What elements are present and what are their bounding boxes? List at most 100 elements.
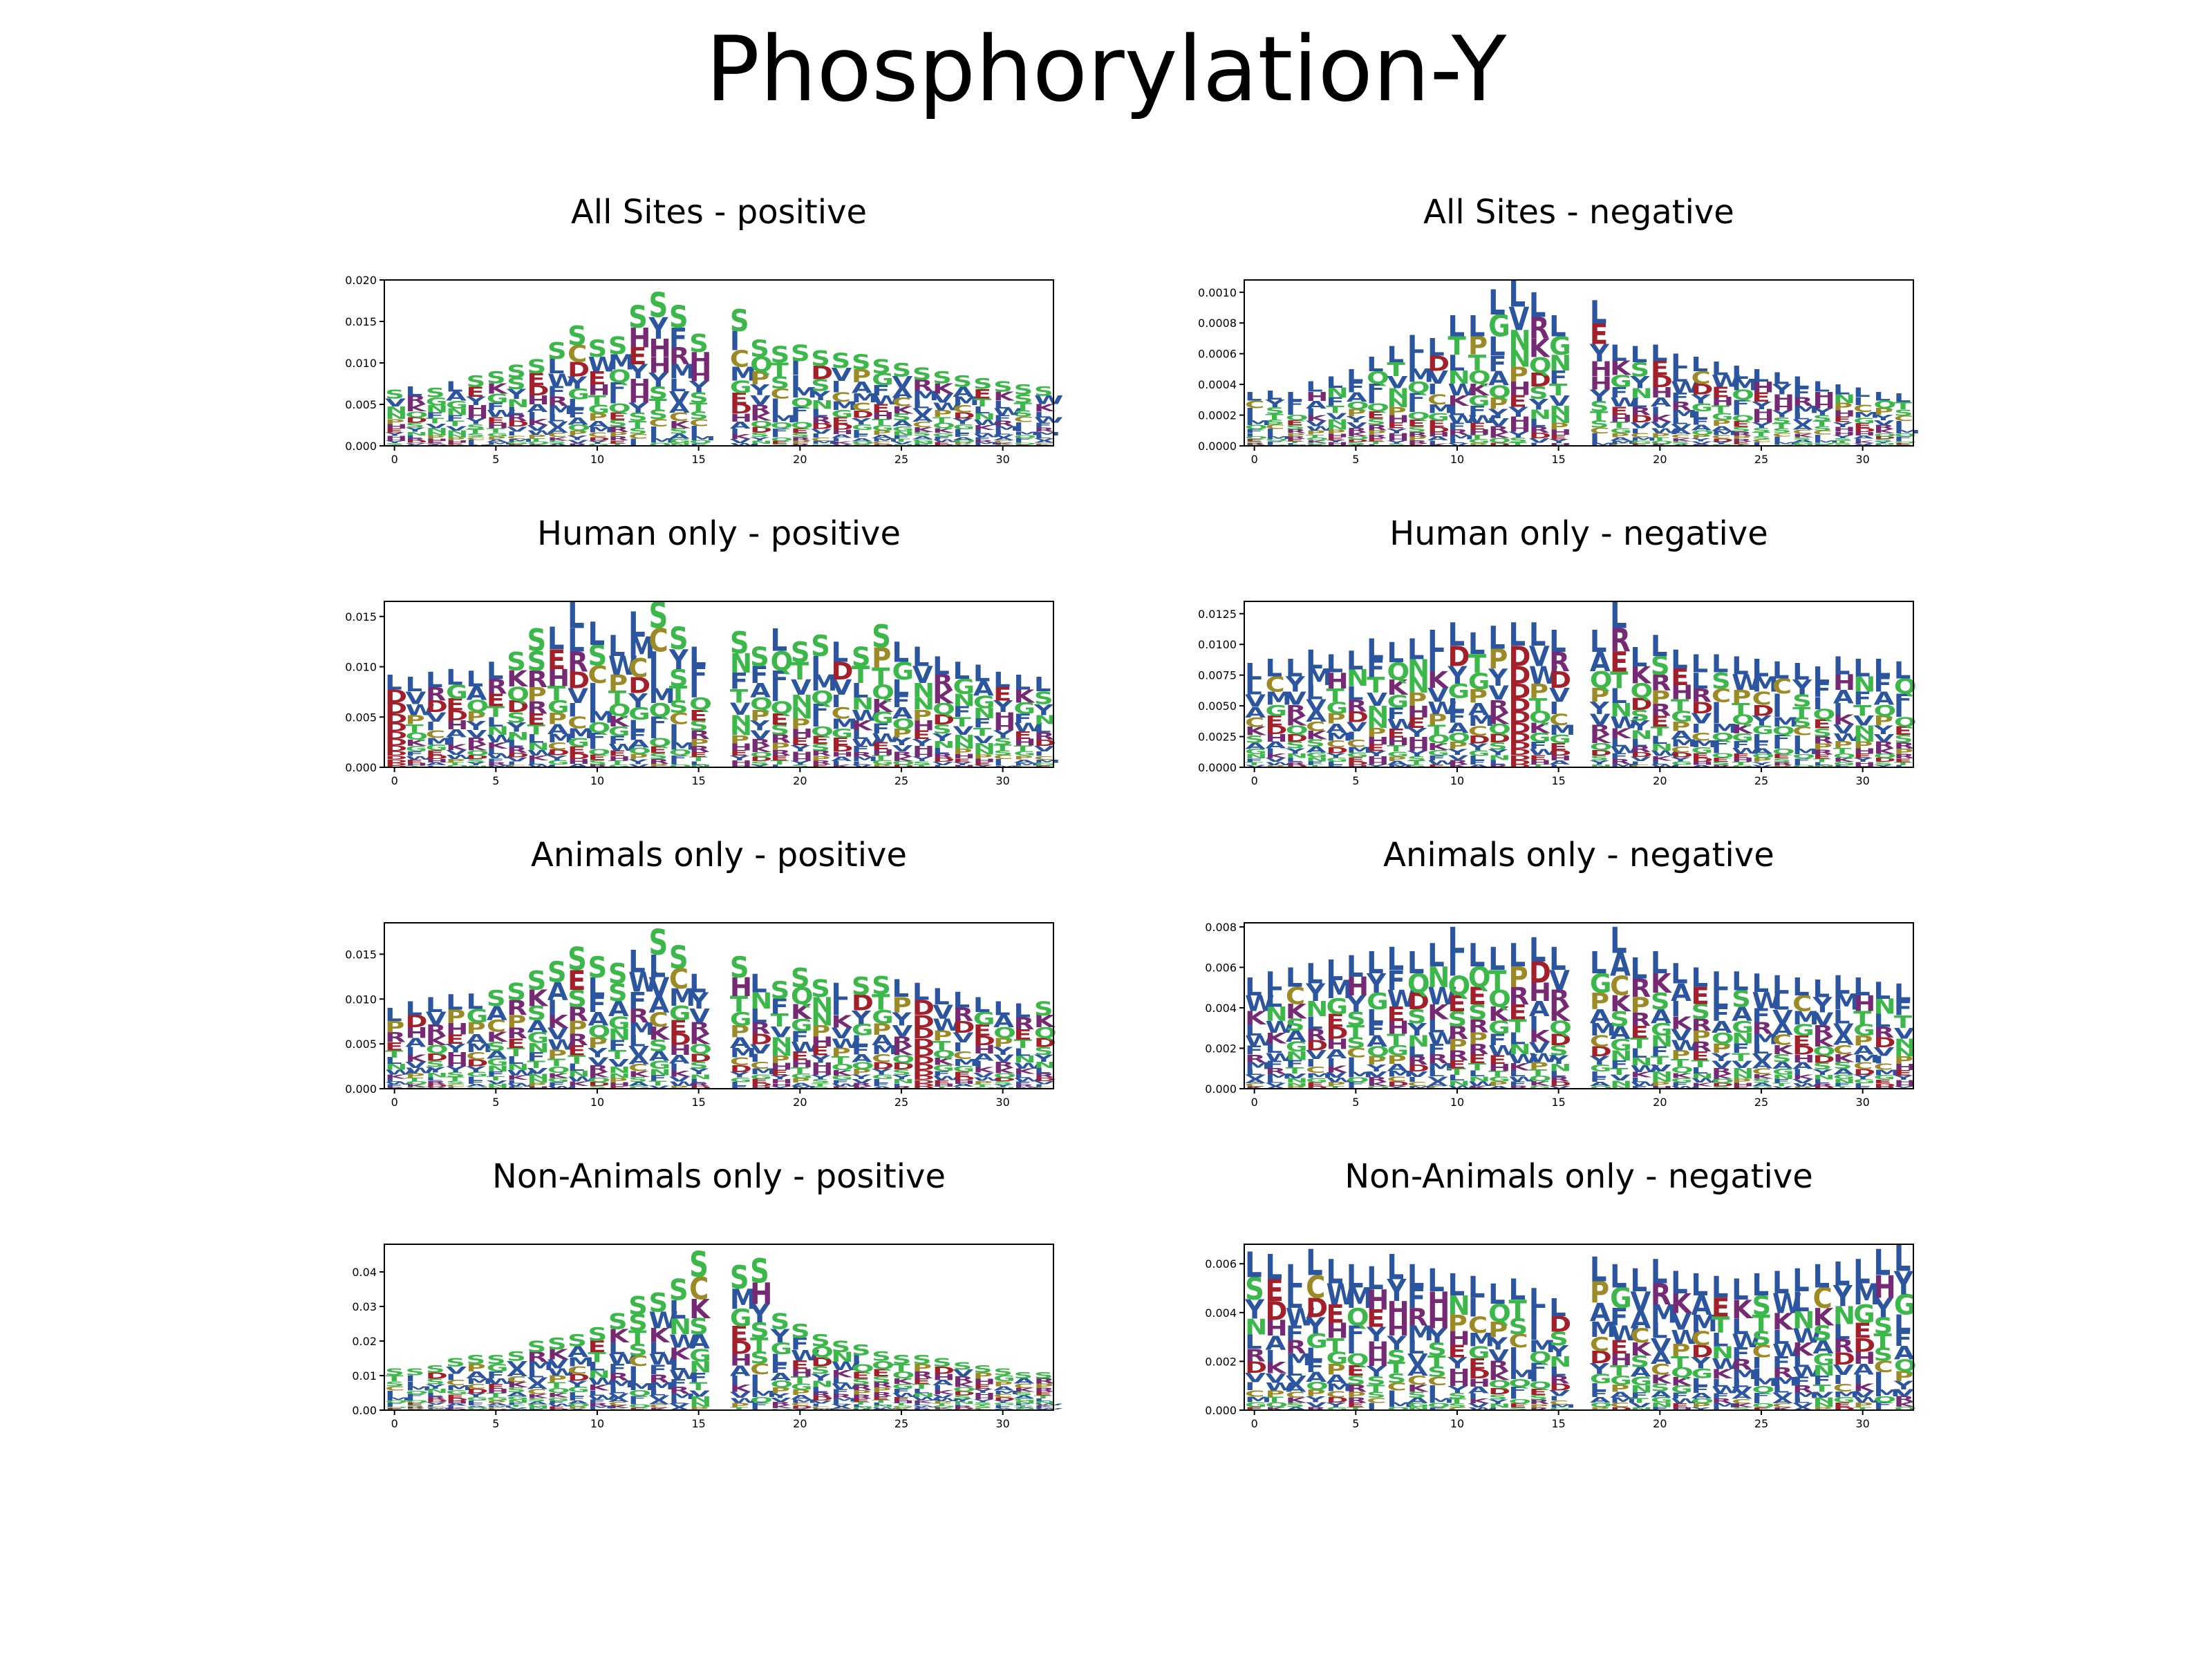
logo-letter: L — [1448, 920, 1465, 962]
logo-letter: L — [1306, 644, 1323, 674]
logo-letter: W — [973, 433, 1003, 438]
x-tick-label: 25 — [1754, 774, 1768, 787]
logo-letter: C — [1245, 399, 1264, 411]
logo-letter: D — [852, 409, 874, 420]
logo-letter: S — [1014, 382, 1033, 397]
logo-letter: L — [993, 429, 1011, 435]
logo-letter: L — [1610, 594, 1627, 637]
y-tick-label: 0.0100 — [1198, 638, 1237, 651]
x-tick-label: 5 — [1352, 774, 1359, 787]
logo-letter: L — [1671, 350, 1688, 374]
logo-letter: S — [750, 642, 769, 673]
logo-letter: C — [892, 395, 912, 409]
logo-letter: S — [750, 1252, 769, 1291]
logo-letter: L — [1448, 310, 1465, 344]
logo-letter: Y — [1264, 397, 1285, 410]
logo-letter: N — [1387, 386, 1409, 402]
logo-letter: R — [1367, 433, 1387, 439]
logo-letter: F — [1448, 421, 1466, 431]
logo-letter: L — [1407, 946, 1425, 981]
y-tick-label: 0.000 — [345, 761, 377, 774]
x-tick-label: 10 — [590, 1096, 604, 1109]
logo-letter: H — [1509, 414, 1531, 427]
logo-letter: F — [1610, 385, 1628, 402]
logo-letter: Q — [689, 439, 712, 444]
x-tick-label: 10 — [1450, 453, 1464, 466]
logo-letter: S — [487, 1353, 506, 1367]
logo-letter: S — [912, 431, 932, 437]
logo-letter: I — [811, 433, 821, 439]
logo-letter: P — [1712, 418, 1731, 428]
logo-letter: Q — [1306, 437, 1329, 441]
logo-letter: Q — [527, 441, 550, 445]
logo-letter: H — [1509, 423, 1531, 434]
logo-letter: G — [932, 431, 955, 438]
logo-letter: E — [932, 442, 950, 445]
logo-letter: Y — [648, 311, 668, 346]
logo-letter: L — [669, 375, 686, 395]
logo-letter: G — [1610, 372, 1632, 392]
logo-letter: W — [527, 429, 557, 436]
logo-letter: W — [1034, 394, 1064, 408]
logo-letter: D — [730, 402, 752, 417]
logo-letter: L — [1327, 374, 1344, 391]
logo-letter: P — [1610, 432, 1629, 439]
y-tick-label: 0.0050 — [1198, 700, 1237, 713]
logo-letter: L — [892, 975, 910, 1003]
logo-letter: L — [1712, 1270, 1729, 1304]
logo-letter: M — [689, 435, 715, 442]
logo-letter: S — [507, 375, 526, 393]
logo-letter: L — [1671, 959, 1688, 991]
logo-letter: V — [1549, 393, 1570, 409]
logo-letter: G — [1468, 393, 1490, 409]
logo-letter: D — [507, 420, 529, 429]
logo-letter: M — [791, 385, 817, 402]
logo-panel: Animals only - negativeKCAVLMRFWLKWLAVLM… — [1205, 836, 1916, 1109]
logo-letter: L — [1651, 1253, 1668, 1291]
logo-letter: D — [406, 416, 428, 424]
logo-letter: Q — [608, 402, 631, 415]
logo-letter: Q — [771, 421, 794, 431]
logo-letter: I — [1590, 438, 1600, 444]
x-tick-label: 15 — [1551, 453, 1565, 466]
logo-letter: S — [588, 1324, 608, 1345]
logo-letter: D — [953, 411, 975, 421]
logo-letter: T — [467, 428, 485, 435]
logo-letter: Q — [1407, 410, 1430, 422]
logo-letter: Y — [404, 427, 425, 433]
logo-letter: P — [1509, 363, 1528, 387]
logo-letter: E — [832, 415, 850, 426]
logo-letter: W — [932, 439, 962, 443]
logo-letter: L — [1387, 941, 1405, 977]
logo-letter: E — [1427, 419, 1445, 429]
logo-letter: I — [1631, 427, 1640, 435]
logo-letter: N — [446, 406, 468, 417]
logo-letter: G — [730, 377, 752, 397]
y-tick-label: 0.02 — [352, 1335, 377, 1348]
logo-letter: P — [1468, 442, 1488, 447]
logo-letter: S — [730, 950, 749, 984]
logo-letter: P — [1549, 421, 1568, 431]
logo-letter: Y — [1528, 396, 1549, 413]
logo-letter: V — [750, 393, 771, 409]
logo-letter: I — [771, 396, 780, 411]
logo-letter: Q — [1407, 379, 1430, 397]
y-tick-label: 0.008 — [1205, 921, 1237, 934]
logo-letter: L — [1427, 1262, 1445, 1299]
logo-letter: R — [1286, 435, 1306, 440]
logo-letter: G — [872, 369, 894, 389]
